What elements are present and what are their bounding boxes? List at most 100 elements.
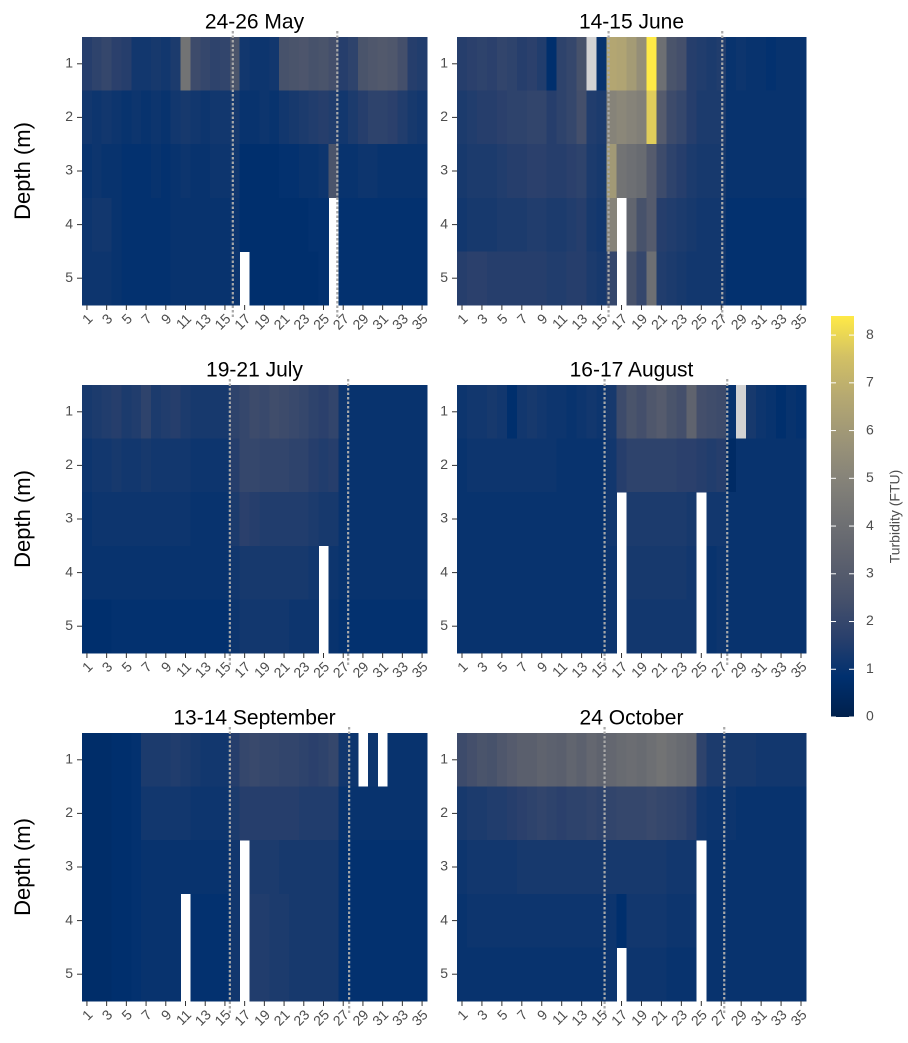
heat-cell xyxy=(367,545,379,600)
heat-cell xyxy=(666,599,677,654)
y-axis-label: Depth (m) xyxy=(10,122,35,220)
heat-cell xyxy=(636,947,647,1002)
heat-cell xyxy=(170,385,181,439)
heat-cell xyxy=(766,733,777,787)
heat-cell xyxy=(111,840,122,895)
x-tick-label: 35 xyxy=(787,1006,809,1028)
heat-cell xyxy=(407,438,418,493)
heat-cell xyxy=(160,385,172,439)
heat-cell xyxy=(496,545,508,600)
heat-cell xyxy=(338,144,349,199)
colorbar-tick-label: 4 xyxy=(866,517,874,533)
heat-cell xyxy=(476,492,488,547)
heat-cell xyxy=(289,893,300,948)
heat-cell xyxy=(457,786,468,841)
heat-cell xyxy=(170,438,181,493)
heat-cell xyxy=(556,90,568,145)
panel-title: 19-21 July xyxy=(206,359,303,382)
heat-cell xyxy=(131,385,142,439)
heat-cell xyxy=(626,733,637,787)
heat-cell xyxy=(338,786,349,841)
heat-cell xyxy=(377,492,388,547)
heat-cell xyxy=(91,786,103,841)
heat-cell xyxy=(200,492,211,547)
heat-cell xyxy=(736,144,747,199)
heat-cell xyxy=(111,90,122,145)
heat-cell xyxy=(656,840,667,895)
heat-cell xyxy=(576,786,588,841)
x-tick-label: 5 xyxy=(118,310,135,327)
heat-cell xyxy=(766,144,777,199)
heat-cell xyxy=(676,37,687,91)
heat-cell xyxy=(546,90,558,145)
heat-cell xyxy=(239,545,250,600)
x-tick-label: 1 xyxy=(79,1006,96,1023)
y-tick-label: 2 xyxy=(440,456,448,472)
heat-cell xyxy=(586,197,597,252)
heat-cell xyxy=(111,438,122,493)
heat-cell xyxy=(101,197,112,252)
heat-cell xyxy=(516,37,528,91)
heat-cell xyxy=(776,144,787,199)
heat-cell xyxy=(397,438,408,493)
heat-cell xyxy=(82,840,93,895)
heat-cell xyxy=(786,733,797,787)
heat-cell xyxy=(141,786,152,841)
heat-cell xyxy=(636,893,647,948)
y-tick-label: 3 xyxy=(65,858,73,874)
heat-cell xyxy=(466,251,478,306)
heat-cell xyxy=(170,947,181,1002)
heat-cell xyxy=(397,144,408,199)
heat-cell xyxy=(536,385,548,439)
heat-cell xyxy=(457,733,468,787)
heat-cell xyxy=(259,438,270,493)
heat-cell xyxy=(556,786,568,841)
heat-cell xyxy=(397,37,408,91)
x-tick-label: 5 xyxy=(118,1006,135,1023)
heat-cell xyxy=(298,144,310,199)
heat-cell xyxy=(387,438,398,493)
heat-cell xyxy=(606,599,617,654)
heat-cell xyxy=(348,947,359,1002)
heat-cell xyxy=(377,545,388,600)
heat-cell xyxy=(91,251,103,306)
heat-cell xyxy=(506,37,518,91)
heat-cell xyxy=(457,144,468,199)
heat-cell xyxy=(82,197,93,252)
heat-cell xyxy=(457,197,468,252)
y-tick-label: 3 xyxy=(65,510,73,526)
heat-cell xyxy=(170,840,181,895)
heat-cell xyxy=(151,599,162,654)
heat-cell xyxy=(308,840,319,895)
heat-cell xyxy=(726,385,737,439)
heat-cell xyxy=(289,599,300,654)
heat-cell xyxy=(736,545,747,600)
heat-cell xyxy=(676,733,687,787)
x-tick-label: 35 xyxy=(787,310,809,332)
heat-cell xyxy=(289,438,300,493)
heat-cell xyxy=(776,545,787,600)
heat-cell xyxy=(696,197,707,252)
heat-cell xyxy=(606,893,617,948)
heat-cell xyxy=(338,545,349,600)
heat-cell xyxy=(546,545,558,600)
heat-cell xyxy=(606,492,617,547)
heat-cell xyxy=(170,90,181,145)
heat-cell xyxy=(121,545,132,600)
heat-cell xyxy=(259,144,270,199)
heat-cell xyxy=(200,599,211,654)
heat-cell xyxy=(726,197,737,252)
heat-cell xyxy=(298,438,310,493)
heat-cell xyxy=(387,37,398,91)
heat-cell xyxy=(417,144,428,199)
heat-cell xyxy=(636,438,647,493)
heat-cell xyxy=(576,385,588,439)
heat-cell xyxy=(796,37,807,91)
heat-cell xyxy=(716,492,727,547)
heat-cell xyxy=(101,385,112,439)
heat-cell xyxy=(516,492,528,547)
heat-cell xyxy=(466,385,478,439)
heat-cell xyxy=(91,438,103,493)
heat-cell xyxy=(229,492,241,547)
y-tick-label: 2 xyxy=(65,456,73,472)
